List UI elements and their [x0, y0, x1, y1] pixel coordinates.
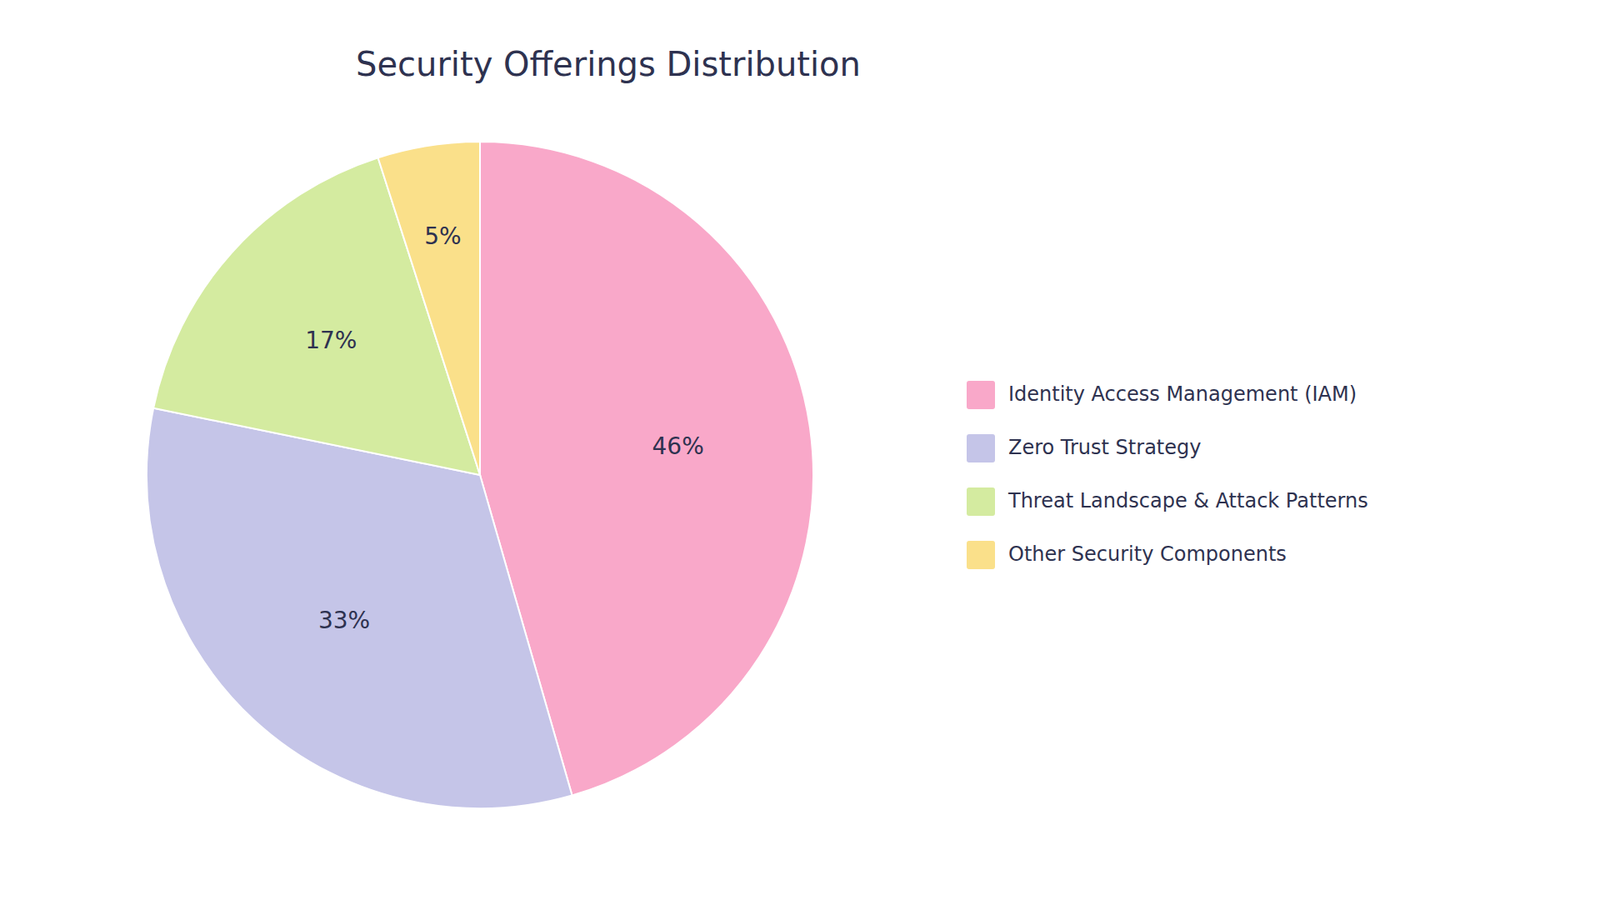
data-label: 46%: [652, 432, 705, 460]
title: Security Offerings Distribution: [355, 45, 861, 84]
legend-swatch: [966, 434, 995, 463]
legend-label: Other Security Components: [1008, 542, 1287, 566]
chart: Security Offerings Distribution 46% 33% 17%…: [0, 0, 1600, 900]
slices: [146, 141, 814, 809]
legend-swatch: [966, 540, 995, 570]
legend: Identity Access Management (IAM) Zero Tru…: [966, 380, 1369, 570]
legend-label: Identity Access Management (IAM): [1008, 382, 1357, 406]
data-label: 33%: [318, 606, 370, 635]
legend-swatch: [966, 380, 995, 410]
slice: [146, 408, 573, 809]
data-label: 5%: [424, 222, 461, 250]
legend-label: Threat Landscape & Attack Patterns: [1007, 489, 1369, 513]
legend-swatch: [966, 487, 995, 516]
data-label: 17%: [305, 326, 357, 355]
slice: [378, 141, 480, 475]
legend-label: Zero Trust Strategy: [1008, 435, 1201, 460]
data-labels: 46% 33% 17% 5%: [305, 222, 705, 635]
